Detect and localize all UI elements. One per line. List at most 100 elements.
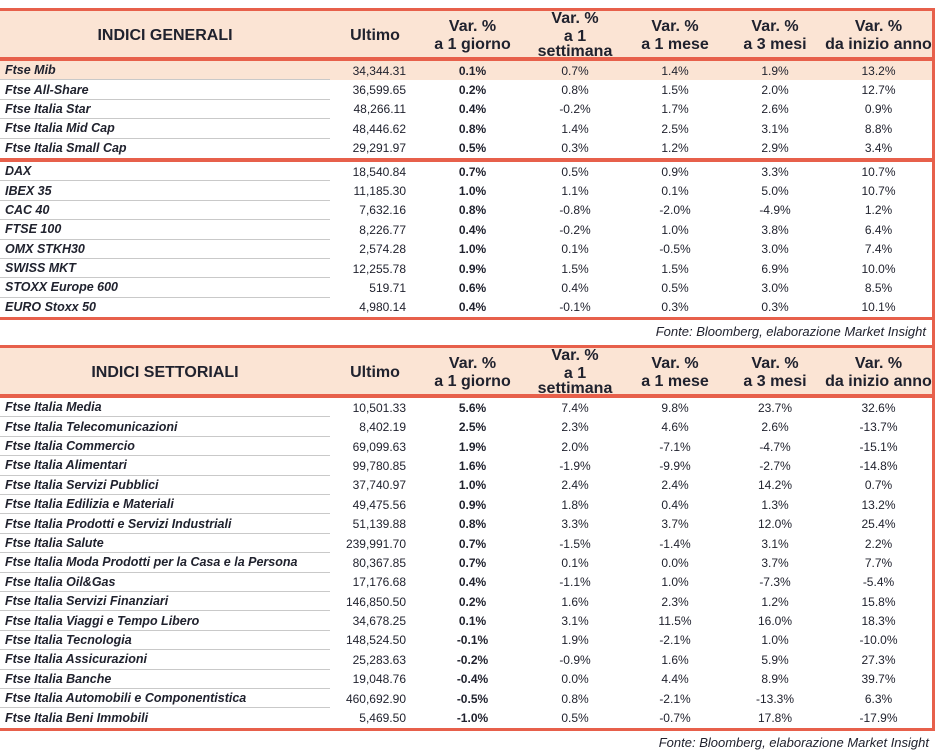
index-group: Ftse Italia Media 10,501.33 5.6% 7.4% 9.8% 23… xyxy=(0,398,932,728)
column-header-line1: Var. % xyxy=(551,347,599,365)
var-3-mesi-cell: -13.3% xyxy=(755,691,795,706)
column-header-var-1-mese: Var. % a 1 mese xyxy=(625,355,725,389)
ultimo-cell: 48,266.11 xyxy=(353,102,407,117)
var-3-mesi-cell: 1.2% xyxy=(761,594,789,609)
ultimo-cell: 146,850.50 xyxy=(345,594,406,609)
column-header-line1: Var. % xyxy=(751,17,799,35)
var-1-settimana-cell: 7.4% xyxy=(561,400,589,415)
index-name-cell: Ftse Italia Star xyxy=(0,100,330,120)
ultimo-cell: 519.71 xyxy=(369,280,406,295)
ultimo-cell: 36,599.65 xyxy=(352,83,406,98)
var-da-inizio-anno-cell: 25.4% xyxy=(861,517,896,532)
var-1-mese-cell: 1.5% xyxy=(661,261,689,276)
var-da-inizio-anno-cell: 0.7% xyxy=(864,478,893,493)
var-da-inizio-anno-cell: 10.7% xyxy=(861,184,896,199)
var-1-giorno-cell: -1.0% xyxy=(456,711,489,726)
var-3-mesi-cell: 3.8% xyxy=(761,222,789,237)
var-3-mesi-cell: 2.6% xyxy=(761,102,789,117)
var-1-mese-cell: 2.4% xyxy=(661,478,689,493)
ultimo-cell: 19,048.76 xyxy=(352,672,406,687)
index-name-cell: DAX xyxy=(0,162,330,182)
var-1-mese-cell: 4.4% xyxy=(661,672,689,687)
var-da-inizio-anno-cell: 8.8% xyxy=(864,121,893,136)
table-row: FTSE 100 8,226.77 0.4% -0.2% 1.0% 3.8% 6.4% xyxy=(0,220,932,240)
var-da-inizio-anno-cell: -14.8% xyxy=(859,458,898,473)
ultimo-cell: 48,446.62 xyxy=(352,121,406,136)
var-1-giorno-cell: 2.5% xyxy=(458,420,487,435)
var-3-mesi-cell: 5.9% xyxy=(761,652,789,667)
var-1-giorno-cell: 0.9% xyxy=(458,497,487,512)
var-1-mese-cell: -1.4% xyxy=(659,536,691,551)
var-da-inizio-anno-cell: 3.4% xyxy=(864,141,893,156)
var-1-mese-cell: -2.0% xyxy=(659,203,691,218)
var-da-inizio-anno-cell: 27.3% xyxy=(861,652,896,667)
var-1-giorno-cell: 1.0% xyxy=(458,184,487,199)
table-row: Ftse Italia Star 48,266.11 0.4% -0.2% 1.7% 2.… xyxy=(0,100,932,120)
var-1-settimana-cell: -0.8% xyxy=(559,203,591,218)
index-name-cell: Ftse Italia Servizi Pubblici xyxy=(0,476,330,496)
var-1-settimana-cell: 0.5% xyxy=(561,164,589,179)
var-da-inizio-anno-cell: 2.2% xyxy=(864,536,893,551)
index-name-cell: Ftse Italia Banche xyxy=(0,670,330,689)
index-name-cell: Ftse Italia Servizi Finanziari xyxy=(0,592,330,612)
var-1-giorno-cell: 1.0% xyxy=(458,478,487,493)
ultimo-cell: 51,139.88 xyxy=(352,517,406,532)
var-1-settimana-cell: -0.2% xyxy=(559,102,591,117)
table-row: CAC 40 7,632.16 0.8% -0.8% -2.0% -4.9% 1.2% xyxy=(0,201,932,221)
var-1-mese-cell: -0.5% xyxy=(659,242,691,257)
source-note-settoriali: Fonte: Bloomberg, elaborazione Market In… xyxy=(658,734,929,750)
var-3-mesi-cell: 1.3% xyxy=(761,497,789,512)
index-name-cell: Ftse Mib xyxy=(0,61,330,81)
table-row: Ftse Italia Media 10,501.33 5.6% 7.4% 9.8% 23… xyxy=(0,398,932,418)
column-header-line1: Var. % xyxy=(448,17,497,35)
table-row: Ftse Italia Assicurazioni 25,283.63 -0.2% -… xyxy=(0,650,932,670)
table-row: Ftse Italia Commercio 69,099.63 1.9% 2.0% -7… xyxy=(0,437,932,457)
index-group: DAX 18,540.84 0.7% 0.5% 0.9% 3.3% 10.7% IBEX 35… xyxy=(0,162,932,317)
var-3-mesi-cell: 2.9% xyxy=(761,141,789,156)
var-da-inizio-anno-cell: 6.3% xyxy=(864,691,893,706)
index-group: Ftse Mib 34,344.31 0.1% 0.7% 1.4% 1.9% 13.2% Ft… xyxy=(0,61,932,158)
index-name-cell: Ftse Italia Salute xyxy=(0,534,330,554)
var-3-mesi-cell: -4.7% xyxy=(759,439,791,454)
column-header-line2: a 1 mese xyxy=(641,35,709,53)
var-1-giorno-cell: 0.1% xyxy=(458,614,487,629)
ultimo-cell: 80,367.85 xyxy=(352,555,406,570)
column-header-var-3-mesi: Var. % a 3 mesi xyxy=(725,17,825,52)
var-1-mese-cell: -9.9% xyxy=(659,458,691,473)
table-row: Ftse Italia Beni Immobili 5,469.50 -1.0% 0.… xyxy=(0,708,932,727)
var-3-mesi-cell: -2.7% xyxy=(759,458,791,473)
ultimo-cell: 49,475.56 xyxy=(352,497,406,512)
column-header-var-1-settimana: Var. % a 1 settimana xyxy=(525,11,625,60)
var-1-settimana-cell: -0.2% xyxy=(559,222,591,237)
var-3-mesi-cell: 8.9% xyxy=(761,672,789,687)
var-1-giorno-cell: 0.2% xyxy=(458,83,487,98)
var-1-mese-cell: 4.6% xyxy=(661,420,689,435)
ultimo-cell: 8,226.77 xyxy=(359,222,406,237)
index-name-cell: CAC 40 xyxy=(0,201,330,221)
var-1-mese-cell: -0.7% xyxy=(659,711,691,726)
ultimo-cell: 8,402.19 xyxy=(359,420,406,435)
report-body: INDICI GENERALI Ultimo Var. % a 1 giorno Var… xyxy=(0,8,935,731)
var-1-mese-cell: 9.8% xyxy=(661,400,689,415)
table-row: EURO Stoxx 50 4,980.14 0.4% -0.1% 0.3% 0.3% 10… xyxy=(0,298,932,317)
index-name-cell: Ftse Italia Commercio xyxy=(0,437,330,457)
var-1-giorno-cell: 0.6% xyxy=(458,280,487,295)
index-name-cell: Ftse Italia Oil&Gas xyxy=(0,573,330,592)
var-3-mesi-cell: 3.1% xyxy=(761,121,789,136)
var-1-mese-cell: 3.7% xyxy=(661,517,689,532)
ultimo-cell: 99,780.85 xyxy=(352,458,406,473)
index-name-cell: Ftse All-Share xyxy=(0,80,330,100)
var-1-settimana-cell: 0.0% xyxy=(561,672,589,687)
column-header-var-1-giorno: Var. % a 1 giorno xyxy=(420,17,525,53)
var-da-inizio-anno-cell: 10.1% xyxy=(861,300,896,315)
ultimo-cell: 148,524.50 xyxy=(345,633,406,648)
var-1-mese-cell: 1.2% xyxy=(661,141,689,156)
var-1-mese-cell: 0.5% xyxy=(661,280,689,295)
var-3-mesi-cell: 1.9% xyxy=(761,63,789,78)
column-header-line2: a 1 giorno xyxy=(434,35,511,53)
table-row: Ftse Mib 34,344.31 0.1% 0.7% 1.4% 1.9% 13.2% xyxy=(0,61,932,81)
var-da-inizio-anno-cell: -17.9% xyxy=(859,711,898,726)
source-note-generali: Fonte: Bloomberg, elaborazione Market In… xyxy=(655,324,926,340)
var-3-mesi-cell: 14.2% xyxy=(757,478,793,493)
